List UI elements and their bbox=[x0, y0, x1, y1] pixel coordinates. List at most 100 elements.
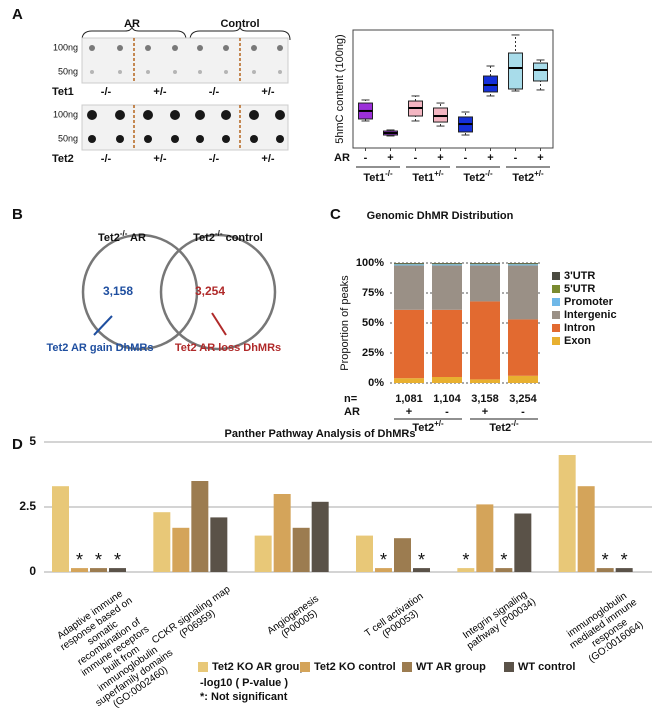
group-label-base: Tet2 bbox=[512, 172, 534, 184]
legend-swatch bbox=[552, 298, 560, 306]
legend-swatch bbox=[552, 285, 560, 293]
chart-title: Panther Pathway Analysis of DhMRs bbox=[225, 428, 416, 440]
bar-segment bbox=[470, 265, 500, 302]
group-label-sup: -/- bbox=[485, 169, 493, 178]
group-label-sup: -/- bbox=[385, 169, 393, 178]
significance-marker: * bbox=[602, 550, 609, 570]
y-tick-label: 100% bbox=[356, 257, 384, 269]
bar-segment bbox=[470, 301, 500, 380]
bar bbox=[375, 568, 392, 572]
x-tick-label: + bbox=[537, 152, 543, 164]
group-label-base: Tet2 bbox=[463, 172, 485, 184]
blot-dot bbox=[198, 70, 202, 74]
blot-dot bbox=[221, 110, 231, 120]
blot-dot bbox=[116, 135, 124, 143]
group-label-sup: +/- bbox=[534, 169, 544, 178]
blot-dot bbox=[222, 135, 230, 143]
bar-segment bbox=[470, 379, 500, 383]
legend-label: WT control bbox=[518, 661, 575, 673]
group-label-base: Tet2 bbox=[412, 422, 434, 434]
box bbox=[533, 62, 548, 82]
x-tick-label: + bbox=[437, 152, 443, 164]
bar bbox=[71, 568, 88, 572]
blot-dot bbox=[143, 110, 153, 120]
legend-label: Tet2 KO AR group bbox=[212, 661, 306, 673]
y-tick-label: 25% bbox=[362, 347, 384, 359]
blot-image bbox=[81, 37, 289, 84]
significance-marker: * bbox=[76, 550, 83, 570]
y-tick-label: 0% bbox=[368, 377, 384, 389]
bar bbox=[210, 517, 228, 572]
significance-marker: * bbox=[621, 550, 628, 570]
bar bbox=[495, 568, 513, 572]
bar-segment bbox=[432, 377, 462, 383]
panel-label: A bbox=[12, 6, 23, 23]
bar bbox=[191, 481, 209, 572]
bar-segment bbox=[508, 319, 538, 376]
y-tick-label: 5 bbox=[29, 434, 36, 448]
y-tick-label: 2.5 bbox=[19, 499, 36, 513]
group-label-sup: +/- bbox=[434, 169, 444, 178]
legend-swatch bbox=[552, 272, 560, 280]
y-tick-label: 50% bbox=[362, 317, 384, 329]
bar bbox=[254, 535, 272, 572]
bar-segment bbox=[432, 264, 462, 266]
y-tick-label: 75% bbox=[362, 287, 384, 299]
bar bbox=[577, 486, 595, 572]
x-tick-label: - bbox=[364, 152, 368, 164]
group-label: Tet2-/- bbox=[489, 419, 519, 434]
blot-group: AR bbox=[124, 18, 140, 30]
ar-sign: + bbox=[406, 406, 412, 418]
legend-swatch bbox=[504, 662, 514, 672]
blot-dot bbox=[170, 110, 180, 120]
venn-circle bbox=[159, 233, 277, 351]
blot-genotype: +/- bbox=[153, 153, 166, 165]
bar bbox=[596, 568, 614, 572]
venn-pointer bbox=[93, 315, 113, 336]
blot-dot bbox=[172, 45, 178, 51]
bar-segment bbox=[508, 265, 538, 320]
ar-sign: + bbox=[482, 406, 488, 418]
n-value: 3,158 bbox=[471, 393, 499, 405]
box bbox=[433, 107, 448, 123]
group-label-sup: +/- bbox=[434, 419, 444, 428]
venn-set-title-suffix: AR bbox=[127, 232, 146, 244]
n-label: n= bbox=[344, 393, 357, 405]
legend-label: WT AR group bbox=[416, 661, 486, 673]
x-tick-label: - bbox=[464, 152, 468, 164]
blot-dot bbox=[115, 110, 125, 120]
blot-amount: 100ng bbox=[53, 109, 78, 119]
bar-segment bbox=[432, 265, 462, 310]
venn-circle bbox=[81, 233, 199, 351]
bar bbox=[457, 568, 475, 572]
bar bbox=[311, 501, 329, 572]
blot-dot bbox=[118, 70, 122, 74]
blot-dot bbox=[173, 70, 177, 74]
venn-set-title-base: Tet2 bbox=[98, 232, 120, 244]
legend-swatch bbox=[552, 324, 560, 332]
bar bbox=[109, 568, 126, 572]
bar bbox=[153, 512, 171, 572]
bar bbox=[394, 538, 411, 572]
n-value: 1,104 bbox=[433, 393, 461, 405]
group-label-base: Tet2 bbox=[489, 422, 511, 434]
bar-segment bbox=[394, 263, 424, 264]
group-label: Tet1-/- bbox=[363, 169, 393, 184]
x-tick-label: + bbox=[387, 152, 393, 164]
venn-set-title: Tet2-/- control bbox=[193, 229, 263, 244]
bar bbox=[52, 486, 69, 572]
bar bbox=[273, 494, 291, 572]
blot-dot bbox=[275, 110, 285, 120]
legend-label: Intergenic bbox=[564, 309, 617, 321]
legend-label: Intron bbox=[564, 322, 595, 334]
bar-segment bbox=[394, 264, 424, 266]
blot-gene: Tet1 bbox=[52, 86, 74, 98]
bar-segment bbox=[508, 264, 538, 266]
blot-dot bbox=[250, 135, 258, 143]
group-label: Tet2+/- bbox=[412, 419, 444, 434]
legend-label: 3'UTR bbox=[564, 270, 595, 282]
y-axis-label: 5hmC content (100ng) bbox=[334, 34, 346, 143]
significance-marker: * bbox=[95, 550, 102, 570]
venn-set-title: Tet2-/- AR bbox=[98, 229, 146, 244]
legend-label: Tet2 KO control bbox=[314, 661, 396, 673]
